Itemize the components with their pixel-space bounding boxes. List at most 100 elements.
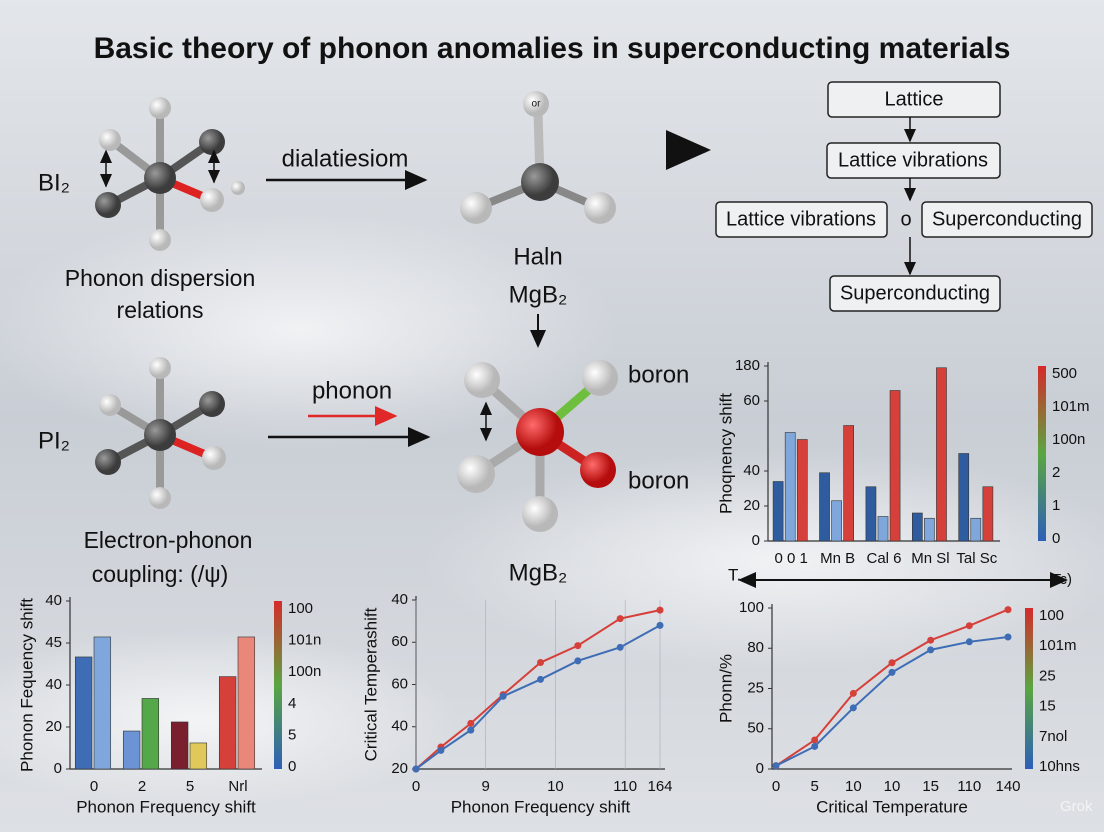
colorbar — [274, 601, 282, 769]
point — [965, 622, 973, 630]
temperature-left: T. — [728, 565, 741, 584]
molecule — [95, 357, 226, 509]
atom-label: boron — [628, 361, 689, 388]
y-tick-label: 40 — [743, 462, 760, 479]
point — [574, 657, 582, 665]
molecule — [460, 91, 616, 224]
bar — [170, 721, 189, 770]
y-tick-label: 40 — [45, 592, 62, 609]
point — [811, 742, 819, 750]
x-tick-label: 15 — [922, 778, 939, 795]
y-tick-label: 0 — [756, 760, 764, 777]
line — [415, 609, 661, 770]
colorbar-label: 15 — [1039, 698, 1056, 715]
flow-node-label: Lattice vibrations — [726, 208, 876, 230]
arrow-label: phonon — [312, 377, 392, 404]
point — [849, 704, 857, 712]
y-tick-label: 40 — [391, 591, 408, 608]
x-tick-label: Nrl — [228, 778, 247, 795]
point — [616, 643, 624, 651]
x-tick-label: 10 — [884, 778, 901, 795]
y-axis-label: Phoqnency shift — [716, 393, 735, 514]
molecule — [95, 97, 245, 251]
caption: Electron-phonon — [84, 527, 253, 553]
colorbar — [1025, 608, 1033, 769]
flow-node — [826, 142, 1001, 179]
x-tick-label: 9 — [482, 778, 490, 795]
bar — [218, 676, 237, 770]
colorbar-label: 1 — [1052, 497, 1060, 514]
point — [656, 621, 664, 629]
colorbar — [1038, 366, 1046, 541]
colorbar-label: 5 — [288, 726, 296, 743]
x-tick-label: 5 — [186, 778, 194, 795]
flow-node-label: Lattice vibrations — [838, 149, 988, 171]
x-tick-label: 10 — [547, 778, 564, 795]
molecule-label: PI₂ — [38, 427, 70, 454]
bar — [843, 425, 854, 542]
bar — [796, 439, 808, 542]
cloud — [420, 450, 1104, 670]
colorbar-label: 10hns — [1039, 758, 1080, 775]
colorbar-label: 101m — [1039, 637, 1077, 654]
bar — [889, 390, 901, 542]
x-tick-label: 0 — [772, 778, 780, 795]
y-tick-label: 60 — [391, 675, 408, 692]
molecule-label: BI₂ — [38, 169, 70, 196]
flow-connector: o — [900, 208, 911, 230]
x-tick-label: 5 — [810, 778, 818, 795]
colorbar-label: 100n — [288, 663, 321, 680]
y-axis-label: Phonn/% — [716, 654, 735, 723]
x-tick-label: Mn Sl — [911, 550, 949, 567]
point — [811, 736, 819, 744]
point — [437, 746, 445, 754]
point — [965, 638, 973, 646]
y-tick-label: 20 — [45, 718, 62, 735]
point — [537, 659, 544, 667]
point — [1004, 606, 1012, 614]
point — [927, 636, 935, 644]
x-tick-label: 10 — [845, 778, 862, 795]
atom-label: or — [532, 99, 542, 110]
y-tick-label: 20 — [391, 760, 408, 777]
flow-node-label: Superconducting — [840, 282, 990, 304]
y-tick-label: 40 — [45, 676, 62, 693]
atom-label: boron — [628, 467, 689, 494]
temperature-right: Tc) — [1052, 571, 1072, 588]
x-tick-label: 140 — [995, 778, 1020, 795]
x-axis-label: Phonon Frequency shift — [76, 797, 256, 816]
flow-node-label: Superconducting — [932, 208, 1082, 230]
bar — [74, 656, 93, 770]
x-tick-label: Mn B — [820, 550, 855, 567]
arrow-label: dialatiesiom — [282, 145, 409, 172]
colorbar-label: 101m — [1052, 398, 1090, 415]
point — [467, 719, 475, 727]
watermark: Grok — [1060, 798, 1093, 815]
x-tick-label: 164 — [648, 778, 673, 795]
flow-node — [715, 201, 888, 238]
colorbar-label: 100 — [1039, 607, 1064, 624]
y-axis-label: Critical Temperashift — [361, 607, 380, 761]
x-tick-label: 2 — [138, 778, 146, 795]
point — [537, 675, 544, 683]
bar — [970, 517, 982, 542]
y-tick-label: 45 — [45, 634, 62, 651]
bar — [936, 367, 947, 542]
caption: MgB₂ — [509, 281, 568, 308]
colorbar-label: 2 — [1052, 464, 1060, 481]
bar — [93, 636, 112, 770]
y-axis-label: Phonon Fequency shift — [17, 598, 36, 772]
molecule — [457, 360, 618, 532]
caption: MgB₂ — [509, 559, 568, 586]
bar — [772, 481, 784, 542]
point — [616, 615, 624, 623]
x-tick-label: 110 — [613, 778, 637, 795]
x-tick-label: 0 0 1 — [775, 550, 808, 567]
y-tick-label: 0 — [54, 760, 62, 777]
colorbar-label: 101n — [288, 632, 321, 649]
flow-node — [829, 275, 1001, 312]
caption: relations — [117, 297, 204, 323]
bar — [865, 486, 877, 542]
point — [772, 762, 780, 770]
